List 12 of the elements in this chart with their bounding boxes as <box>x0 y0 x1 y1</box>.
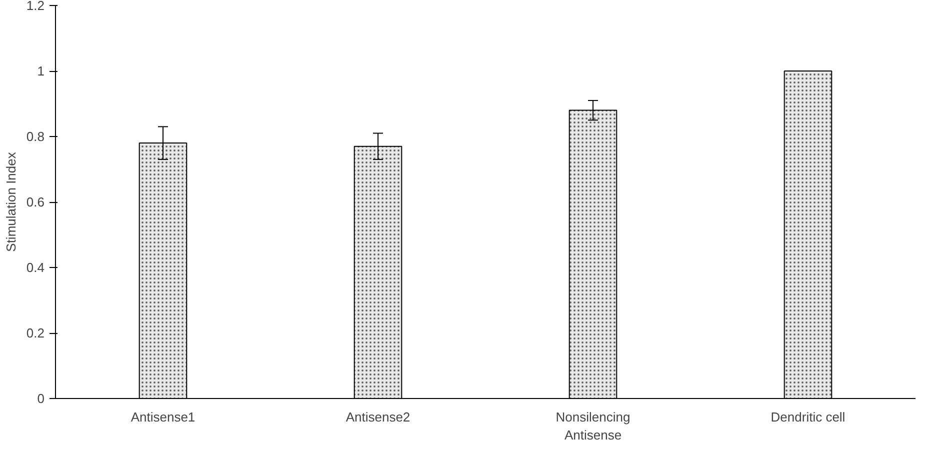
y-tick-label: 1.2 <box>26 0 45 13</box>
y-tick-label: 0.2 <box>26 326 45 340</box>
x-tick-label: Nonsilencing Antisense <box>556 410 630 442</box>
y-tick-label: 0 <box>37 391 45 406</box>
y-tick-label: 0.8 <box>26 129 45 144</box>
y-axis-title: Stimulation Index <box>3 152 18 252</box>
y-tick-label: 0.4 <box>26 260 45 275</box>
x-tick-label: Dendritic cell <box>770 410 846 424</box>
x-tick-label: Antisense2 <box>346 410 410 424</box>
x-tick-label: Antisense1 <box>130 410 196 424</box>
y-tick-label: 1 <box>37 64 45 78</box>
y-tick-label: 0.6 <box>26 194 45 210</box>
